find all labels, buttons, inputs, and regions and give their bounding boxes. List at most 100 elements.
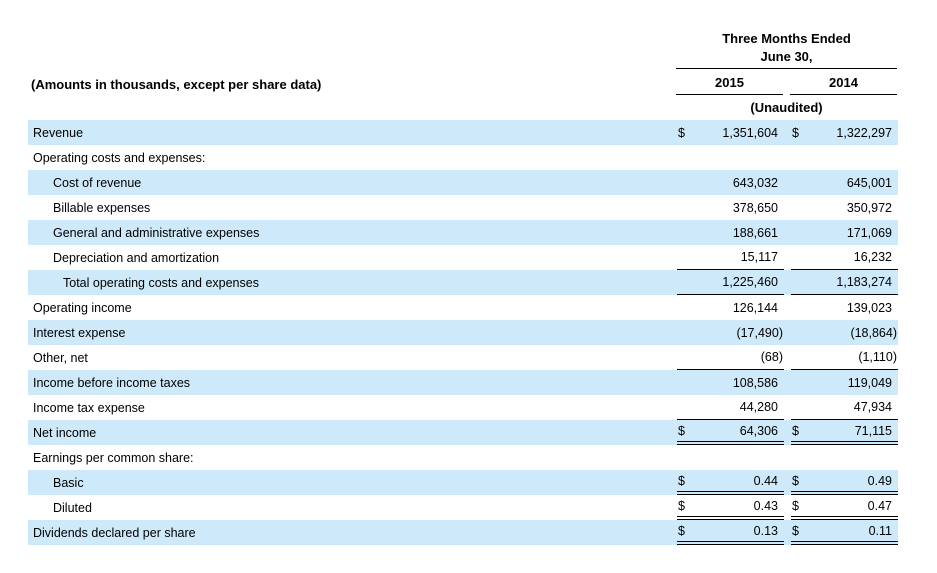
value-2015: 15,117	[677, 245, 784, 270]
dollar-sign: $	[678, 423, 685, 438]
cell-value: 44,280	[739, 400, 778, 414]
table-row: Total operating costs and expenses 1,225,…	[28, 270, 898, 295]
value-2015: $0.43	[677, 495, 784, 520]
cell-value: 188,661	[732, 225, 778, 240]
cell-value: 1,351,604	[722, 125, 778, 140]
value-2014: $1,322,297	[791, 120, 898, 145]
value-2014: 139,023	[791, 295, 898, 320]
dollar-sign: $	[678, 523, 685, 538]
value-2015: 1,225,460	[677, 270, 784, 295]
cell-value: 0.44	[753, 473, 778, 488]
row-label: Billable expenses	[53, 200, 151, 215]
table-row: Billable expenses 378,650 350,972	[28, 195, 898, 220]
cell-value: 0.47	[867, 498, 892, 513]
value-2015: $64,306	[677, 420, 784, 445]
dollar-sign: $	[678, 498, 685, 513]
value-2014: 47,934	[791, 395, 898, 420]
column-gap	[784, 145, 791, 170]
row-label: Dividends declared per share	[33, 525, 196, 540]
value-2014: $0.49	[791, 470, 898, 495]
cell-value: 47,934	[853, 400, 892, 414]
cell-value: 643,032	[732, 175, 778, 190]
cell-value: (1,110)	[858, 350, 897, 364]
amounts-note: (Amounts in thousands, except per share …	[31, 77, 322, 92]
column-gap	[784, 495, 791, 520]
cell-value: 350,972	[846, 200, 892, 215]
cell-value: 0.49	[867, 473, 892, 488]
value-2014: $71,115	[791, 420, 898, 445]
cell-value: (17,490)	[736, 325, 783, 340]
column-header-2014: 2014	[790, 73, 897, 95]
row-label: Depreciation and amortization	[53, 250, 220, 265]
dollar-sign: $	[678, 473, 685, 488]
value-2014: $0.47	[791, 495, 898, 520]
value-2015	[677, 445, 784, 470]
row-label: Revenue	[33, 125, 84, 140]
cell-value: 16,232	[853, 250, 892, 264]
column-gap	[784, 220, 791, 245]
value-2015: 378,650	[677, 195, 784, 220]
dollar-sign: $	[678, 125, 685, 140]
column-gap	[784, 345, 791, 370]
row-label: Cost of revenue	[53, 175, 142, 190]
cell-value: 108,586	[732, 375, 778, 390]
value-2014: 16,232	[791, 245, 898, 270]
column-gap	[784, 395, 791, 420]
value-2014: 171,069	[791, 220, 898, 245]
column-gap	[784, 370, 791, 395]
value-2015: 126,144	[677, 295, 784, 320]
row-label: Diluted	[53, 500, 92, 515]
dollar-sign: $	[792, 523, 799, 538]
row-label: Total operating costs and expenses	[63, 275, 259, 290]
cell-value: 1,183,274	[836, 275, 892, 289]
column-gap	[784, 320, 791, 345]
income-statement-table: Revenue $1,351,604 $1,322,297 Operating cos…	[28, 120, 898, 545]
unaudited-label: (Unaudited)	[750, 100, 823, 115]
table-row: General and administrative expenses 188,6…	[28, 220, 898, 245]
value-2014: $0.11	[791, 520, 898, 545]
table-row: Cost of revenue 643,032 645,001	[28, 170, 898, 195]
value-2015: (68)	[677, 345, 784, 370]
table-row: Depreciation and amortization 15,117 16,23…	[28, 245, 898, 270]
value-2015: $1,351,604	[677, 120, 784, 145]
period-header-line1: Three Months Ended	[722, 31, 851, 46]
value-2015: 188,661	[677, 220, 784, 245]
table-row: Other, net (68) (1,110)	[28, 345, 898, 370]
value-2015	[677, 145, 784, 170]
value-2014: 119,049	[791, 370, 898, 395]
column-header-2015: 2015	[676, 73, 783, 95]
cell-value: 0.43	[753, 498, 778, 513]
row-label: Income before income taxes	[33, 375, 191, 390]
cell-value: 171,069	[846, 225, 892, 240]
cell-value: 0.11	[868, 523, 892, 538]
cell-value: 71,115	[854, 423, 892, 438]
row-label: Basic	[53, 475, 84, 490]
column-gap	[784, 470, 791, 495]
cell-value: 1,322,297	[836, 125, 892, 140]
column-gap	[784, 420, 791, 445]
column-gap	[784, 170, 791, 195]
table-row: Net income $64,306 $71,115	[28, 420, 898, 445]
row-label: Interest expense	[33, 325, 126, 340]
dollar-sign: $	[792, 498, 799, 513]
row-label: Income tax expense	[33, 400, 145, 415]
table-row: Interest expense (17,490) (18,864)	[28, 320, 898, 345]
dollar-sign: $	[792, 423, 799, 438]
column-gap	[784, 270, 791, 295]
cell-value: (18,864)	[850, 325, 897, 340]
value-2015: $0.13	[677, 520, 784, 545]
table-row: Income before income taxes 108,586 119,049	[28, 370, 898, 395]
value-2014: (18,864)	[791, 320, 898, 345]
column-gap	[784, 520, 791, 545]
cell-value: 139,023	[846, 300, 892, 315]
value-2014: 1,183,274	[791, 270, 898, 295]
table-row: Revenue $1,351,604 $1,322,297	[28, 120, 898, 145]
cell-value: 0.13	[753, 523, 778, 538]
row-label: Earnings per common share:	[33, 450, 194, 465]
table-row: Dividends declared per share $0.13 $0.11	[28, 520, 898, 545]
row-label: Operating costs and expenses:	[33, 150, 206, 165]
value-2014: (1,110)	[791, 345, 898, 370]
table-row: Operating costs and expenses:	[28, 145, 898, 170]
period-header-line2: June 30,	[760, 49, 813, 64]
